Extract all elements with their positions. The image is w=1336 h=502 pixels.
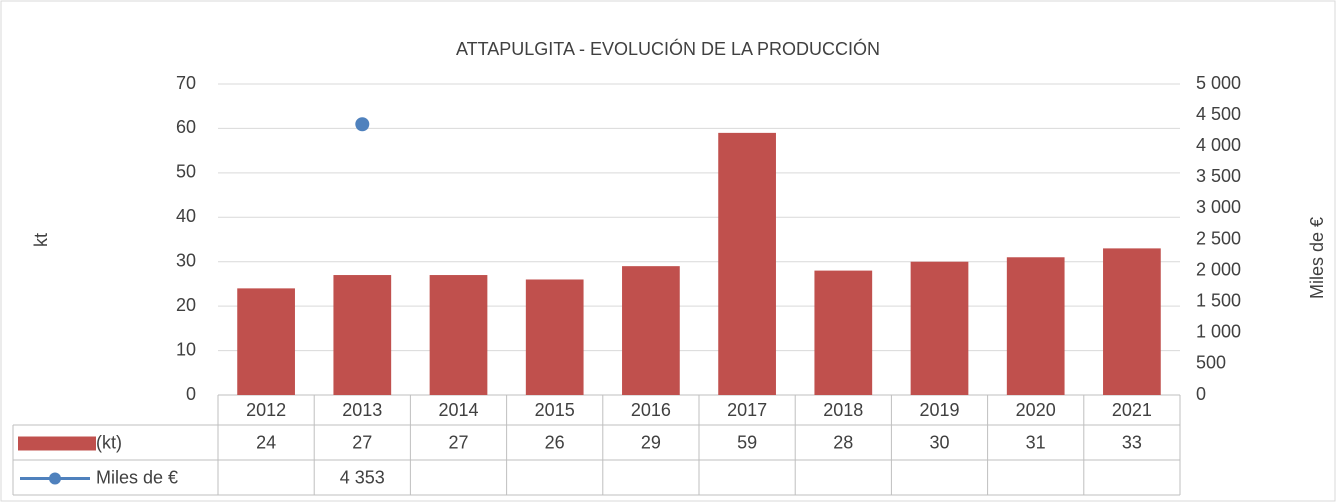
x-tick-label: 2012 bbox=[246, 400, 286, 420]
bar bbox=[525, 279, 584, 395]
y-axis-label: kt bbox=[31, 233, 51, 247]
data-label: 4 353 bbox=[340, 467, 385, 487]
data-label: 26 bbox=[545, 432, 565, 452]
data-label: 33 bbox=[1122, 432, 1142, 452]
y2-tick-label: 2 000 bbox=[1196, 259, 1241, 279]
bar bbox=[622, 266, 680, 395]
x-tick-label: 2013 bbox=[342, 400, 382, 420]
x-tick-label: 2021 bbox=[1112, 400, 1152, 420]
y2-tick-label: 1 000 bbox=[1196, 322, 1241, 342]
y2-axis-label: Miles de € bbox=[1307, 217, 1327, 299]
data-label: 27 bbox=[448, 432, 468, 452]
legend-label: Miles de € bbox=[96, 467, 178, 487]
y-tick-label: 50 bbox=[176, 162, 196, 182]
y-tick-label: 20 bbox=[176, 295, 196, 315]
data-label: 31 bbox=[1026, 432, 1046, 452]
line-marker bbox=[355, 117, 370, 132]
y-tick-label: 30 bbox=[176, 250, 196, 270]
x-tick-label: 2016 bbox=[631, 400, 671, 420]
x-tick-label: 2020 bbox=[1016, 400, 1056, 420]
legend-key-marker bbox=[49, 472, 61, 485]
bar bbox=[1103, 248, 1161, 395]
y2-tick-label: 4 500 bbox=[1196, 104, 1241, 124]
bar bbox=[237, 288, 295, 395]
bar bbox=[429, 275, 488, 395]
y-tick-label: 70 bbox=[176, 73, 196, 93]
y-tick-label: 0 bbox=[186, 384, 196, 404]
x-tick-label: 2018 bbox=[823, 400, 863, 420]
y2-tick-label: 2 500 bbox=[1196, 228, 1241, 248]
bar bbox=[333, 275, 392, 395]
y2-tick-label: 500 bbox=[1196, 353, 1226, 373]
bar bbox=[718, 132, 776, 395]
data-label: 30 bbox=[929, 432, 949, 452]
x-tick-label: 2014 bbox=[438, 400, 478, 420]
y2-tick-label: 0 bbox=[1196, 384, 1206, 404]
legend-label: (kt) bbox=[96, 432, 122, 452]
y-tick-label: 10 bbox=[176, 339, 196, 359]
y2-tick-label: 4 000 bbox=[1196, 135, 1241, 155]
y2-tick-label: 3 500 bbox=[1196, 166, 1241, 186]
data-label: 27 bbox=[352, 432, 372, 452]
data-label: 28 bbox=[833, 432, 853, 452]
y2-tick-label: 5 000 bbox=[1196, 73, 1241, 93]
y2-tick-label: 3 000 bbox=[1196, 197, 1241, 217]
data-label: 24 bbox=[256, 432, 276, 452]
x-tick-label: 2017 bbox=[727, 400, 767, 420]
legend-key bbox=[18, 436, 96, 451]
y-tick-label: 60 bbox=[176, 117, 196, 137]
x-tick-label: 2019 bbox=[919, 400, 959, 420]
bar bbox=[814, 270, 873, 395]
data-label: 59 bbox=[737, 432, 757, 452]
y-tick-label: 40 bbox=[176, 206, 196, 226]
data-label: 29 bbox=[641, 432, 661, 452]
y2-tick-label: 1 500 bbox=[1196, 290, 1241, 310]
bar bbox=[910, 261, 969, 395]
x-tick-label: 2015 bbox=[535, 400, 575, 420]
chart-title: ATTAPULGITA - EVOLUCIÓN DE LA PRODUCCIÓN bbox=[456, 38, 880, 59]
bar bbox=[1006, 257, 1065, 395]
